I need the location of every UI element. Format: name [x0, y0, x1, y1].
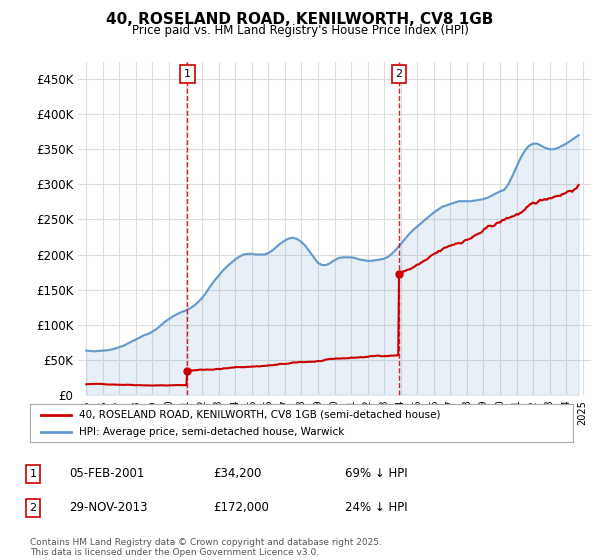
- Text: 1: 1: [184, 69, 191, 79]
- Text: 69% ↓ HPI: 69% ↓ HPI: [345, 467, 407, 480]
- Text: 2: 2: [29, 503, 37, 513]
- Text: 24% ↓ HPI: 24% ↓ HPI: [345, 501, 407, 515]
- Text: 05-FEB-2001: 05-FEB-2001: [69, 467, 145, 480]
- Text: 40, ROSELAND ROAD, KENILWORTH, CV8 1GB (semi-detached house): 40, ROSELAND ROAD, KENILWORTH, CV8 1GB (…: [79, 409, 440, 419]
- Text: £34,200: £34,200: [213, 467, 262, 480]
- Text: 40, ROSELAND ROAD, KENILWORTH, CV8 1GB: 40, ROSELAND ROAD, KENILWORTH, CV8 1GB: [106, 12, 494, 27]
- Text: HPI: Average price, semi-detached house, Warwick: HPI: Average price, semi-detached house,…: [79, 427, 344, 437]
- Text: 2: 2: [395, 69, 403, 79]
- Text: Price paid vs. HM Land Registry's House Price Index (HPI): Price paid vs. HM Land Registry's House …: [131, 24, 469, 37]
- Text: Contains HM Land Registry data © Crown copyright and database right 2025.
This d: Contains HM Land Registry data © Crown c…: [30, 538, 382, 557]
- Text: 29-NOV-2013: 29-NOV-2013: [69, 501, 148, 515]
- Text: 1: 1: [29, 469, 37, 479]
- Text: £172,000: £172,000: [213, 501, 269, 515]
